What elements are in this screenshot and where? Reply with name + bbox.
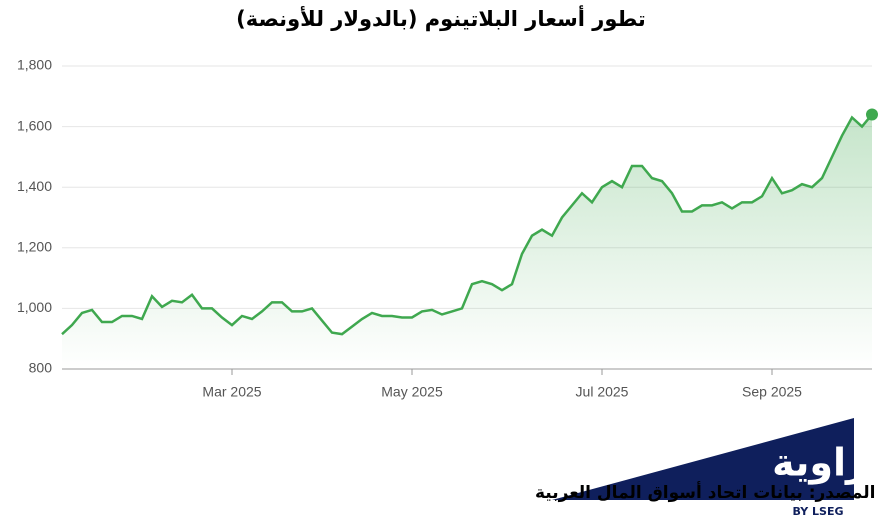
y-tick-label: 1,400 [17, 178, 52, 194]
x-tick-label: Jul 2025 [576, 384, 629, 400]
chart-title: تطور أسعار البلاتينوم (بالدولار للأونصة) [236, 4, 646, 31]
x-tick-label: Mar 2025 [202, 384, 261, 400]
logo-text: زاوية [772, 441, 868, 486]
source: المصدر: بيانات اتحاد أسواق المال العربية [535, 481, 875, 503]
y-tick-label: 1,600 [17, 117, 52, 133]
last-point [866, 108, 878, 121]
line [61, 113, 873, 336]
y-tick-label: 1,800 [17, 57, 52, 73]
y-tick-label: 800 [29, 360, 53, 376]
y-tick-label: 1,200 [17, 239, 52, 255]
area [62, 114, 872, 369]
x-tick-label: Sep 2025 [742, 384, 802, 400]
logo-sub: BY LSEG [792, 505, 843, 518]
y-tick-label: 1,000 [17, 299, 52, 315]
logo-shape [552, 418, 854, 500]
x-tick-label: May 2025 [381, 384, 443, 400]
